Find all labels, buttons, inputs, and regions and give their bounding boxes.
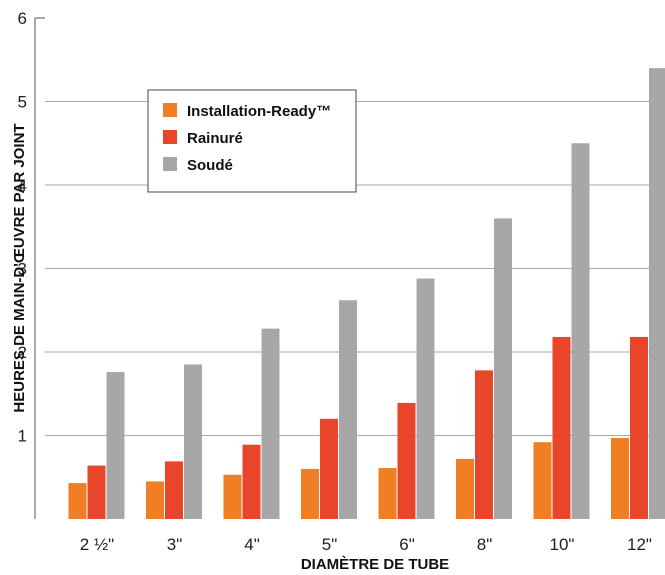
bar (261, 328, 280, 519)
bar (320, 418, 338, 519)
bar (630, 336, 648, 519)
bar (611, 438, 629, 519)
x-tick-label: 10" (550, 535, 575, 554)
y-tick-label: 3 (18, 260, 27, 279)
bar (397, 402, 416, 519)
y-tick-label: 2 (18, 343, 27, 362)
y-tick-label: 5 (18, 93, 27, 112)
bar (378, 468, 397, 519)
bar (339, 300, 357, 519)
bar (242, 444, 261, 519)
y-axis-title: HEURES DE MAIN-D'ŒUVRE PAR JOINT (11, 123, 28, 412)
bar (165, 461, 183, 519)
x-tick-label: 3" (167, 535, 183, 554)
legend-swatch (163, 130, 177, 144)
y-tick-label: 1 (18, 427, 27, 446)
x-tick-label: 4" (244, 535, 260, 554)
x-tick-label: 12" (627, 535, 652, 554)
y-tick-labels: 1 2 3 4 5 6 (18, 9, 27, 446)
bar (456, 458, 474, 519)
bar (68, 483, 87, 519)
legend-swatch (163, 103, 177, 117)
legend-label: Soudé (187, 157, 233, 174)
legend: Installation-Ready™ Rainuré Soudé (147, 89, 357, 193)
x-tick-label: 8" (477, 535, 493, 554)
x-tick-label: 6" (399, 535, 415, 554)
bar (87, 465, 106, 519)
x-axis-title: DIAMÈTRE DE TUBE (301, 556, 449, 573)
x-tick-labels: 2 ½" 3" 4" 5" 6" 8" 10" 12" (80, 535, 652, 554)
y-tick-label: 4 (18, 176, 27, 195)
legend-label: Installation-Ready™ (187, 103, 331, 120)
bar (571, 143, 590, 519)
bar (146, 481, 164, 519)
bar (494, 218, 512, 519)
bar (416, 278, 435, 519)
bar (106, 372, 125, 519)
x-tick-label: 5" (322, 535, 338, 554)
bar (475, 370, 493, 519)
x-tick-label: 2 ½" (80, 535, 114, 554)
bar (552, 336, 571, 519)
legend-box (147, 89, 357, 193)
bar (223, 474, 242, 519)
bar (649, 68, 665, 519)
bar (184, 364, 202, 519)
y-tick-label: 6 (18, 9, 27, 28)
legend-swatch (163, 157, 177, 171)
bar (533, 442, 552, 519)
bar (301, 468, 319, 519)
legend-label: Rainuré (187, 130, 243, 147)
bars (68, 68, 665, 519)
